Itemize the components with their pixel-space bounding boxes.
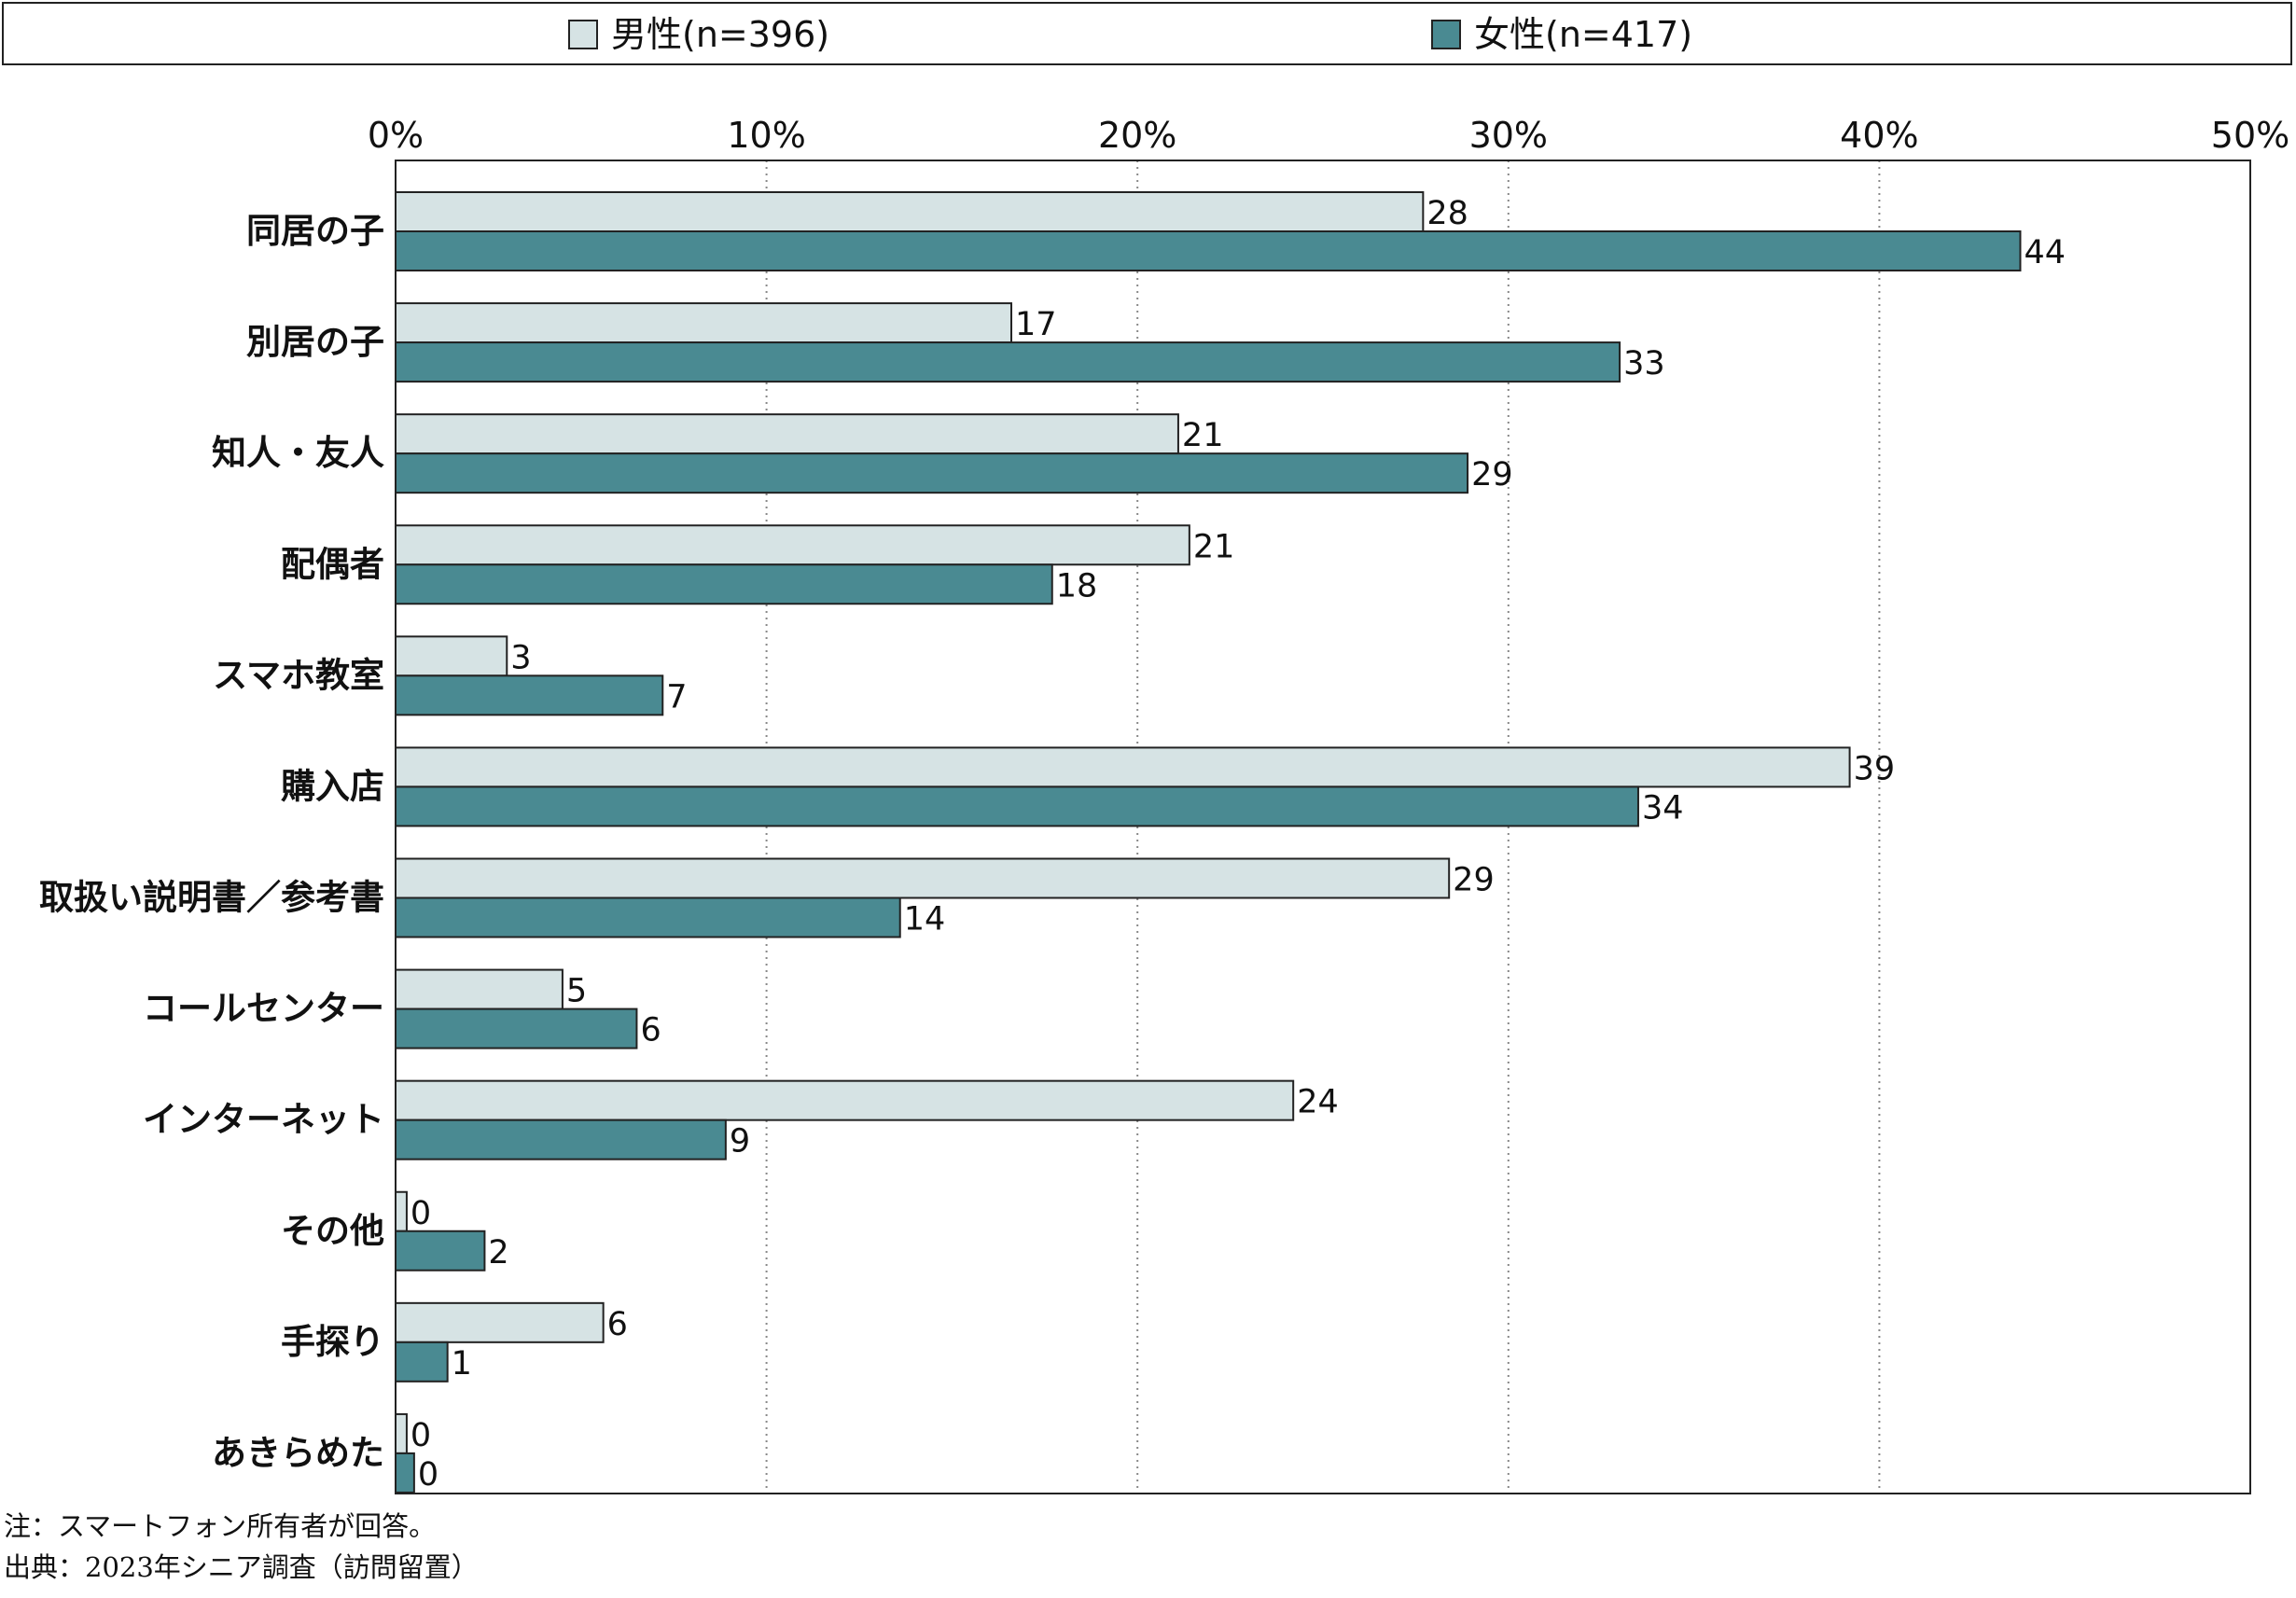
bar-male	[395, 746, 1851, 788]
legend-label-female: 女性(n=417)	[1474, 14, 1693, 55]
category-label: 別居の子	[246, 322, 384, 362]
bar-female	[395, 230, 2022, 271]
note-respondents: 注：スマートフォン所有者が回答。	[4, 1510, 437, 1542]
x-tick-label: 30%	[1469, 115, 1548, 156]
value-label-female: 33	[1623, 345, 1665, 382]
value-label-female: 9	[730, 1123, 750, 1160]
value-label-male: 5	[566, 973, 587, 1010]
value-label-male: 21	[1182, 417, 1224, 454]
bar-male	[395, 1412, 408, 1454]
value-label-female: 1	[452, 1345, 472, 1383]
bar-male	[395, 635, 508, 677]
bar-female	[395, 785, 1639, 827]
category-label: あきらめた	[212, 1433, 384, 1473]
category-label: スマホ教室	[213, 655, 384, 695]
value-label-male: 0	[410, 1195, 431, 1232]
gridlines	[765, 160, 1881, 1494]
value-label-female: 2	[488, 1234, 508, 1271]
bar-male	[395, 413, 1179, 455]
category-label: 配偶者	[281, 544, 384, 584]
value-label-male: 0	[410, 1417, 431, 1454]
category-label: インターネット	[143, 1100, 384, 1140]
category-label: コールセンター	[143, 989, 384, 1029]
legend-item-female: 女性(n=417)	[1431, 13, 1692, 56]
x-tick-label: 20%	[1098, 115, 1176, 156]
bar-female	[395, 452, 1469, 494]
x-tick-label: 0%	[368, 115, 424, 156]
x-tick-label: 50%	[2211, 115, 2289, 156]
bar-female	[395, 341, 1621, 383]
value-label-female: 18	[1056, 567, 1098, 604]
category-label: 手探り	[281, 1322, 384, 1362]
bar-female	[395, 1119, 727, 1160]
x-axis-ticks: 0% 10% 20% 30% 40% 50%	[368, 115, 2289, 156]
category-label: 購入店	[281, 766, 384, 806]
category-label: 知人・友人	[212, 433, 384, 473]
bar-female	[395, 674, 664, 716]
bar-female	[395, 1341, 449, 1383]
bar-male	[395, 302, 1013, 344]
x-tick-label: 40%	[1840, 115, 1918, 156]
value-label-male: 24	[1297, 1084, 1339, 1121]
bar-male	[395, 1190, 408, 1232]
value-label-female: 34	[1642, 789, 1684, 827]
bar-female	[395, 1230, 486, 1271]
bar-male	[395, 857, 1451, 899]
value-label-female: 29	[1471, 456, 1513, 493]
footnotes: 注：スマートフォン所有者が回答。 出典：2023年シニア調査（訪問留置）	[4, 1506, 479, 1588]
note-source: 出典：2023年シニア調査（訪問留置）	[4, 1551, 479, 1583]
bar-male	[395, 1079, 1295, 1121]
value-label-female: 6	[640, 1012, 661, 1049]
category-labels: 同居の子別居の子知人・友人配偶者スマホ教室購入店取扱い説明書／参考書コールセンタ…	[39, 211, 384, 1473]
value-label-male: 39	[1854, 750, 1896, 787]
legend-item-male: 男性(n=396)	[568, 13, 829, 56]
bar-male	[395, 191, 1425, 232]
value-label-male: 21	[1193, 528, 1235, 565]
value-label-female: 0	[418, 1456, 438, 1494]
value-label-female: 14	[904, 901, 946, 938]
bar-male	[395, 1301, 605, 1343]
bar-female	[395, 1452, 415, 1494]
bar-chart: 0% 10% 20% 30% 40% 50% 2844173321292118373934…	[39, 115, 2289, 1494]
bar-male	[395, 524, 1190, 566]
category-label: 取扱い説明書／参考書	[39, 878, 384, 918]
value-label-male: 6	[607, 1306, 628, 1343]
value-label-male: 28	[1426, 195, 1468, 232]
bar-male	[395, 968, 564, 1010]
bar-female	[395, 896, 901, 938]
bar-female	[395, 1007, 638, 1049]
category-label: 同居の子	[246, 211, 384, 251]
legend-swatch-female	[1431, 20, 1461, 49]
category-label: その他	[281, 1211, 384, 1251]
value-label-male: 29	[1453, 862, 1495, 899]
value-label-male: 17	[1015, 306, 1057, 343]
value-label-male: 3	[510, 639, 531, 676]
plot-area-frame	[395, 160, 2251, 1494]
value-label-female: 44	[2024, 234, 2066, 271]
legend-label-male: 男性(n=396)	[611, 14, 830, 55]
legend-swatch-male	[568, 20, 598, 49]
x-tick-label: 10%	[727, 115, 805, 156]
value-label-female: 7	[666, 678, 687, 716]
legend: 男性(n=396) 女性(n=417)	[2, 2, 2292, 65]
bar-female	[395, 563, 1053, 605]
